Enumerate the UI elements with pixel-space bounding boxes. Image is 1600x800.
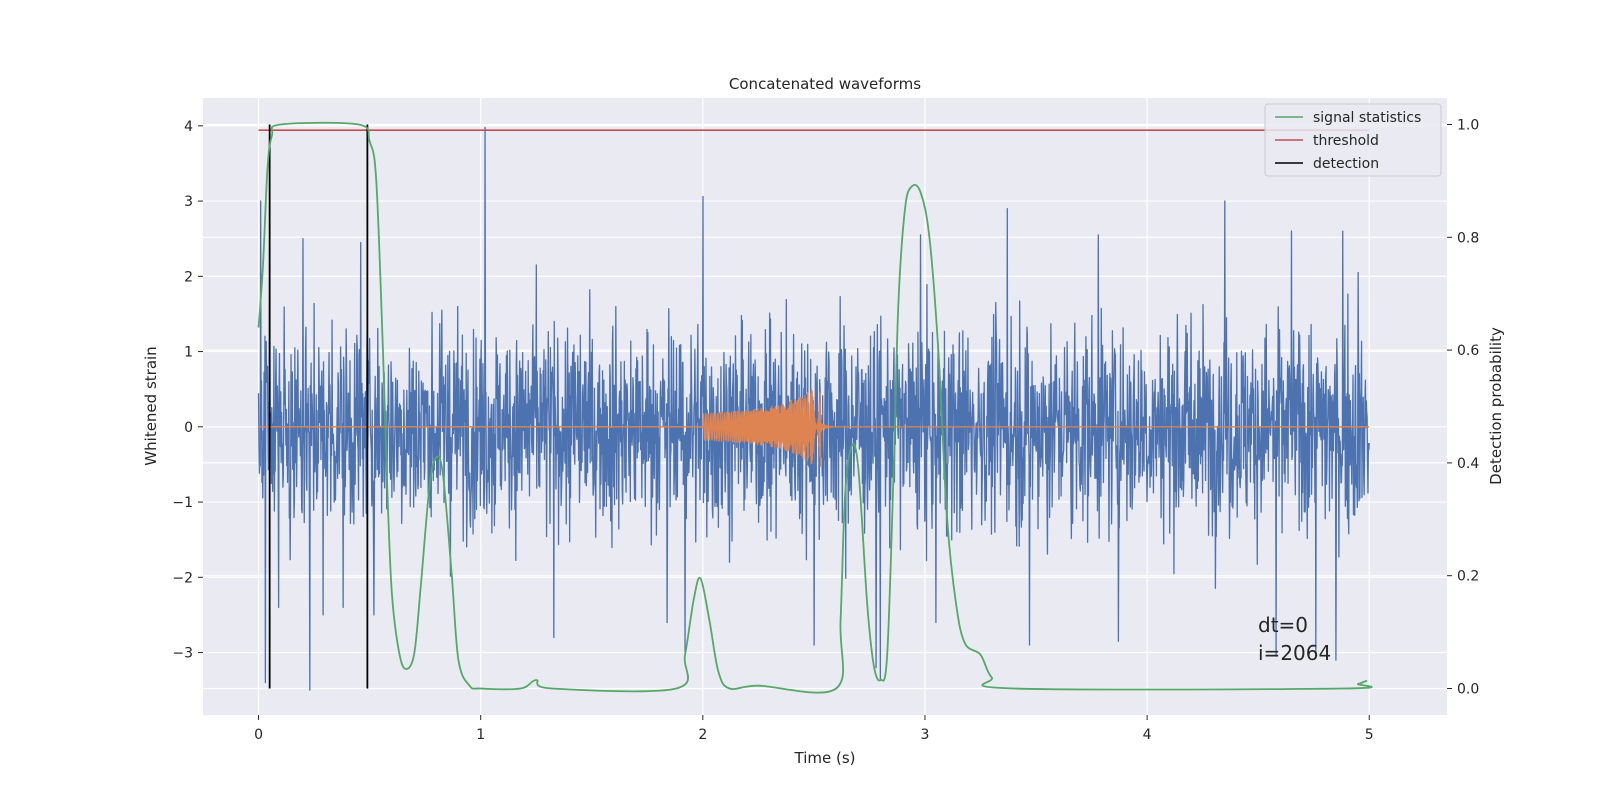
injection-trace — [258, 388, 1370, 467]
y-right-tick-label: 0.0 — [1457, 681, 1479, 697]
legend: signal statistics threshold detection — [1264, 103, 1442, 177]
annotation-dt: dt=0 — [1258, 613, 1308, 637]
series-injection — [258, 388, 1370, 467]
series-detection — [268, 124, 369, 689]
y-right-tick-label: 0.4 — [1457, 456, 1479, 472]
y-tick-label: −2 — [172, 570, 193, 586]
series-signal-statistics — [257, 121, 1373, 694]
y-tick-label: −3 — [172, 646, 193, 662]
x-tick-label: 2 — [698, 727, 707, 743]
y-right-tick-label: 0.6 — [1457, 343, 1479, 359]
series-whitened-strain — [257, 126, 1370, 691]
x-axis-label: Time (s) — [794, 749, 856, 767]
noise-trace — [257, 126, 1370, 691]
y-tick-label: 2 — [184, 269, 193, 285]
y-tick-label: 1 — [184, 345, 193, 361]
y-right-tick-label: 0.8 — [1457, 230, 1479, 246]
annotation-index: i=2064 — [1258, 641, 1331, 665]
x-tick-label: 0 — [254, 727, 263, 743]
axis-ticks: 0 1 2 3 4 5 −3 −2 −1 0 1 2 3 4 0.0 0.2 0.4 0.6 0.8 1.0 — [172, 118, 1479, 743]
y-tick-label: 3 — [184, 194, 193, 210]
signal-statistics-curve — [257, 121, 1373, 694]
y-right-tick-label: 1.0 — [1457, 118, 1479, 134]
chart-title: Concatenated waveforms — [729, 75, 921, 93]
y-tick-label: 0 — [184, 420, 193, 436]
legend-label-detection: detection — [1313, 156, 1379, 172]
y-tick-label: 4 — [184, 119, 193, 135]
x-tick-label: 1 — [476, 727, 485, 743]
legend-label-threshold: threshold — [1313, 133, 1379, 149]
x-tick-label: 3 — [921, 727, 930, 743]
x-tick-label: 4 — [1143, 727, 1152, 743]
x-tick-label: 5 — [1365, 727, 1374, 743]
legend-label-statistics: signal statistics — [1313, 110, 1421, 126]
y-axis-label: Whitened strain — [142, 346, 160, 465]
y-tick-label: −1 — [172, 495, 193, 511]
y-axis-label-right: Detection probability — [1487, 327, 1505, 485]
y-right-tick-label: 0.2 — [1457, 569, 1479, 585]
legend-box — [1264, 103, 1442, 177]
